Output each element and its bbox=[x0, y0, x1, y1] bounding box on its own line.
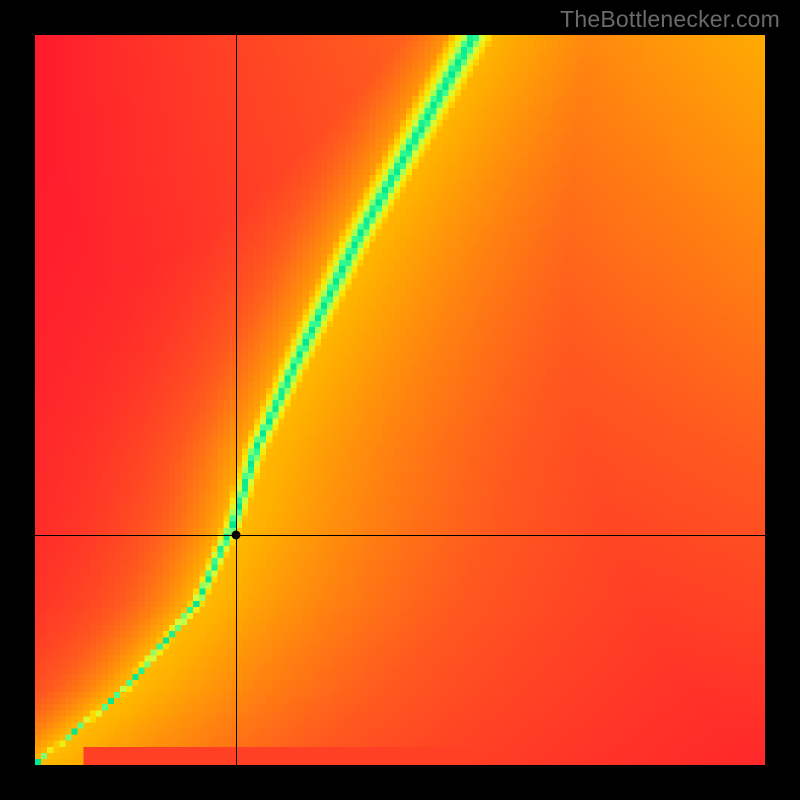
crosshair-vertical bbox=[236, 35, 237, 765]
heatmap-canvas bbox=[35, 35, 765, 765]
watermark-text: TheBottlenecker.com bbox=[560, 6, 780, 33]
heatmap-plot bbox=[35, 35, 765, 765]
crosshair-horizontal bbox=[35, 535, 765, 536]
crosshair-marker-dot bbox=[231, 531, 240, 540]
